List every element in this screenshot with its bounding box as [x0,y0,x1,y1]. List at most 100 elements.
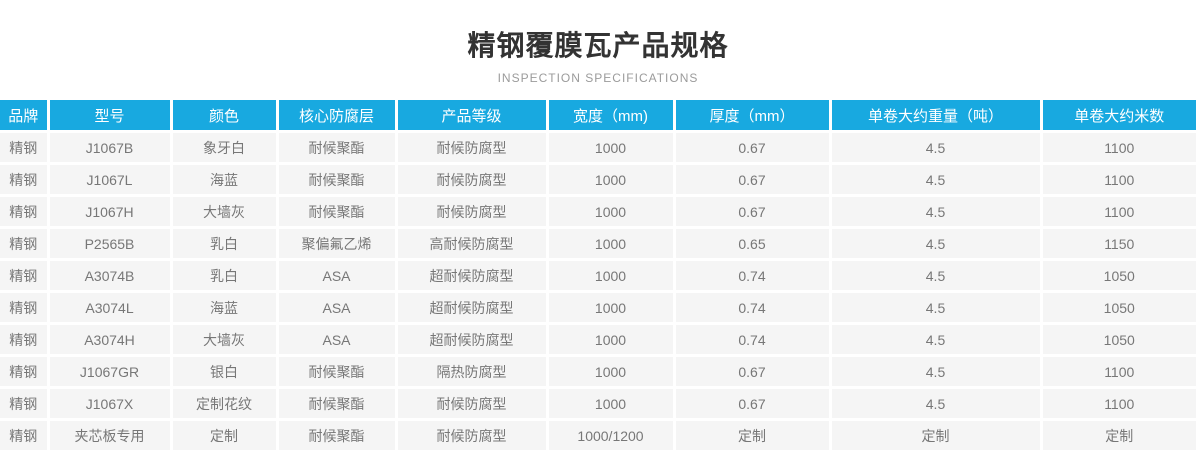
table-cell: 1000 [547,131,676,165]
column-header: 颜色 [171,100,279,133]
table-cell: 乳白 [171,259,279,293]
table-cell: J1067H [48,195,173,229]
table-row: 精钢 J1067H 大墙灰 耐候聚酯 耐候防腐型 1000 0.67 4.5 1100 [0,195,1196,229]
table-cell: 精钢 [0,163,50,197]
table-cell: 夹芯板专用 [48,419,173,453]
table-cell: 1000 [547,291,676,325]
table-cell: 银白 [171,355,279,389]
table-cell: 定制花纹 [171,387,279,421]
table-cell: ASA [277,259,398,293]
table-row: 精钢 P2565B 乳白 聚偏氟乙烯 高耐候防腐型 1000 0.65 4.5 1150 [0,227,1196,261]
table-cell: 0.74 [674,259,832,293]
table-cell: 4.5 [830,227,1043,261]
table-cell: 1100 [1041,355,1196,389]
product-spec-page: 精钢覆膜瓦产品规格 INSPECTION SPECIFICATIONS 品牌 型号… [0,30,1196,454]
table-cell: 耐候聚酯 [277,131,398,165]
table-cell: 4.5 [830,131,1043,165]
column-header: 品牌 [0,100,50,133]
table-cell: 4.5 [830,259,1043,293]
table-cell: 4.5 [830,291,1043,325]
table-cell: 0.65 [674,227,832,261]
table-row: 精钢 J1067B 象牙白 耐候聚酯 耐候防腐型 1000 0.67 4.5 1100 [0,131,1196,165]
column-header: 厚度（mm） [674,100,832,133]
table-cell: 4.5 [830,323,1043,357]
table-cell: 精钢 [0,227,50,261]
table-cell: 定制 [830,419,1043,453]
table-cell: 0.74 [674,323,832,357]
table-cell: 0.67 [674,387,832,421]
table-cell: 海蓝 [171,291,279,325]
column-header: 宽度（mm) [547,100,676,133]
table-cell: J1067B [48,131,173,165]
column-header: 核心防腐层 [277,100,398,133]
table-row: 精钢 A3074H 大墙灰 ASA 超耐候防腐型 1000 0.74 4.5 1050 [0,323,1196,357]
table-cell: 耐候聚酯 [277,419,398,453]
table-cell: 乳白 [171,227,279,261]
spec-table: 品牌 型号 颜色 核心防腐层 产品等级 宽度（mm) 厚度（mm） 单卷大约重量（吨） 单卷大约… [0,100,1196,453]
table-cell: 1000 [547,163,676,197]
table-cell: 大墙灰 [171,195,279,229]
table-cell: 耐候防腐型 [396,195,549,229]
table-cell: 定制 [674,419,832,453]
table-cell: 1050 [1041,291,1196,325]
table-cell: A3074H [48,323,173,357]
table-cell: 耐候防腐型 [396,163,549,197]
table-cell: 1000 [547,227,676,261]
table-cell: 0.74 [674,291,832,325]
table-cell: 1000 [547,355,676,389]
table-cell: 精钢 [0,387,50,421]
table-cell: 1000 [547,195,676,229]
table-cell: 超耐候防腐型 [396,259,549,293]
table-cell: A3074B [48,259,173,293]
page-title: 精钢覆膜瓦产品规格 [467,30,729,61]
table-cell: 1000 [547,323,676,357]
column-header: 单卷大约米数 [1041,100,1196,133]
table-cell: 耐候聚酯 [277,163,398,197]
column-header: 单卷大约重量（吨） [830,100,1043,133]
table-cell: 4.5 [830,355,1043,389]
header-row: 品牌 型号 颜色 核心防腐层 产品等级 宽度（mm) 厚度（mm） 单卷大约重量（吨） 单卷大约… [0,100,1196,133]
table-cell: J1067X [48,387,173,421]
table-cell: ASA [277,323,398,357]
table-cell: 1000/1200 [547,419,676,453]
table-cell: 0.67 [674,163,832,197]
table-cell: 0.67 [674,355,832,389]
table-cell: ASA [277,291,398,325]
table-cell: 耐候聚酯 [277,387,398,421]
table-cell: 高耐候防腐型 [396,227,549,261]
table-cell: 超耐候防腐型 [396,323,549,357]
table-cell: 4.5 [830,195,1043,229]
table-cell: 耐候聚酯 [277,355,398,389]
table-row: 精钢 J1067GR 银白 耐候聚酯 隔热防腐型 1000 0.67 4.5 1100 [0,355,1196,389]
table-cell: 精钢 [0,291,50,325]
column-header: 型号 [48,100,173,133]
table-cell: 精钢 [0,419,50,453]
table-row: 精钢 J1067L 海蓝 耐候聚酯 耐候防腐型 1000 0.67 4.5 1100 [0,163,1196,197]
table-cell: 精钢 [0,259,50,293]
table-cell: 超耐候防腐型 [396,291,549,325]
table-cell: 1150 [1041,227,1196,261]
table-cell: 1000 [547,259,676,293]
page-subtitle: INSPECTION SPECIFICATIONS [497,71,699,85]
table-cell: 耐候防腐型 [396,131,549,165]
table-cell: 1000 [547,387,676,421]
table-body: 精钢 J1067B 象牙白 耐候聚酯 耐候防腐型 1000 0.67 4.5 1100 精钢 J10… [0,131,1196,453]
table-cell: 0.67 [674,131,832,165]
table-cell: 聚偏氟乙烯 [277,227,398,261]
table-cell: 精钢 [0,355,50,389]
table-row: 精钢 夹芯板专用 定制 耐候聚酯 耐候防腐型 1000/1200 定制 定制 定制 [0,419,1196,453]
table-cell: 1100 [1041,387,1196,421]
table-cell: 大墙灰 [171,323,279,357]
table-cell: 4.5 [830,163,1043,197]
table-cell: J1067GR [48,355,173,389]
column-header: 产品等级 [396,100,549,133]
table-cell: 耐候聚酯 [277,195,398,229]
table-cell: 隔热防腐型 [396,355,549,389]
table-cell: 1100 [1041,195,1196,229]
table-cell: 1050 [1041,259,1196,293]
table-row: 精钢 A3074B 乳白 ASA 超耐候防腐型 1000 0.74 4.5 1050 [0,259,1196,293]
table-cell: A3074L [48,291,173,325]
table-cell: J1067L [48,163,173,197]
table-cell: 耐候防腐型 [396,387,549,421]
table-cell: 定制 [171,419,279,453]
